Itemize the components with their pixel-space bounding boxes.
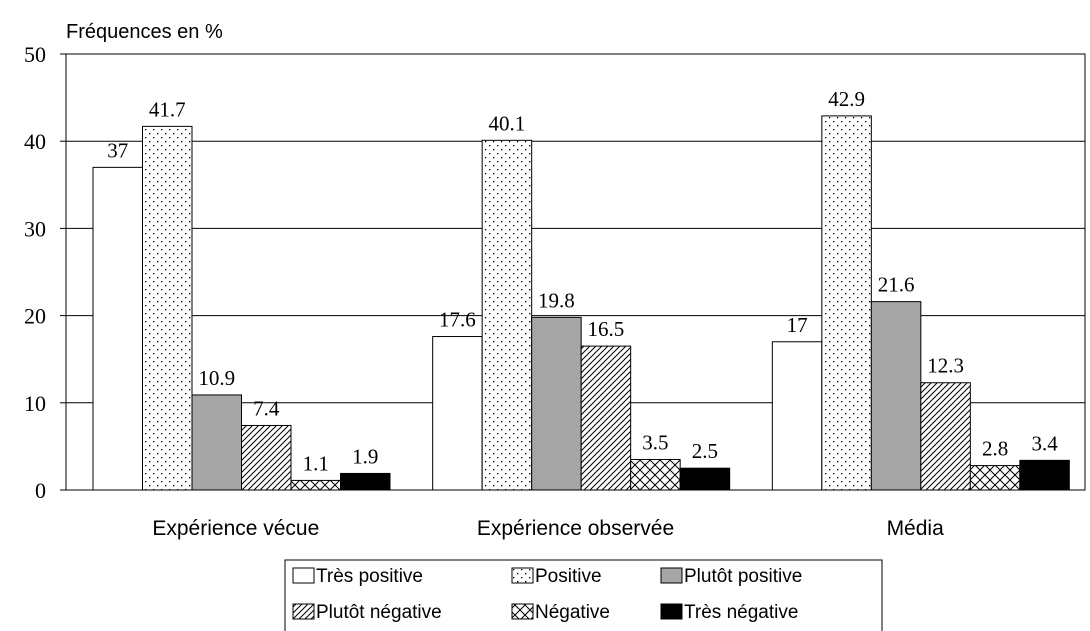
bar: [191, 394, 242, 491]
data-label: 3.4: [1031, 431, 1058, 455]
legend-swatch: [660, 567, 683, 584]
bar: [241, 424, 292, 491]
data-label: 40.1: [489, 111, 526, 135]
data-label: 37: [107, 138, 128, 162]
y-axis-label: Fréquences en %: [66, 21, 223, 43]
bar: [142, 125, 193, 491]
bar: [771, 341, 823, 491]
data-label: 41.7: [149, 97, 186, 121]
bar: [580, 345, 632, 491]
plot-frame: [65, 53, 1086, 491]
bar: [1019, 459, 1070, 491]
legend-swatch: [511, 603, 534, 620]
bar: [870, 301, 922, 491]
legend-label: Plutôt positive: [684, 566, 802, 587]
bar: [432, 336, 483, 491]
data-label: 19.8: [538, 288, 575, 312]
legend-box: [284, 559, 883, 631]
bar: [481, 139, 533, 491]
category-label: Expérience observée: [477, 517, 674, 540]
bar: [531, 316, 582, 491]
data-label: 1.1: [303, 451, 329, 475]
data-label: 7.4: [253, 396, 280, 420]
data-label: 2.5: [692, 439, 718, 463]
bar: [630, 458, 681, 491]
y-tick-label: 30: [24, 216, 46, 241]
legend-swatch: [511, 567, 534, 584]
y-tick-label: 10: [24, 391, 46, 416]
legend-label: Plutôt négative: [316, 602, 442, 623]
y-tick-label: 0: [35, 478, 46, 503]
bar: [821, 115, 872, 491]
data-label: 21.6: [878, 273, 915, 297]
bar: [969, 465, 1021, 491]
y-tick-label: 50: [24, 42, 46, 67]
bar: [920, 382, 971, 491]
data-label: 17: [787, 313, 808, 337]
data-label: 42.9: [828, 87, 865, 111]
bar: [340, 472, 391, 491]
data-label: 17.6: [439, 308, 476, 332]
data-label: 16.5: [588, 317, 625, 341]
category-label: Média: [887, 517, 945, 540]
bar: [290, 479, 341, 491]
legend-label: Négative: [535, 602, 610, 623]
legend-swatch: [660, 603, 683, 620]
legend-label: Positive: [535, 566, 602, 587]
legend-label: Très négative: [684, 602, 798, 623]
bar: [92, 166, 143, 491]
data-label: 2.8: [982, 437, 1008, 461]
data-label: 10.9: [198, 366, 235, 390]
y-tick-label: 20: [24, 304, 46, 329]
data-label: 12.3: [927, 354, 964, 378]
bar: [679, 467, 731, 491]
legend-swatch: [292, 567, 315, 584]
category-label: Expérience vécue: [152, 517, 319, 540]
data-label: 1.9: [352, 444, 378, 468]
legend-swatch: [292, 603, 315, 620]
data-label: 3.5: [642, 430, 668, 454]
y-tick-label: 40: [24, 129, 46, 154]
legend-label: Très positive: [316, 566, 423, 587]
